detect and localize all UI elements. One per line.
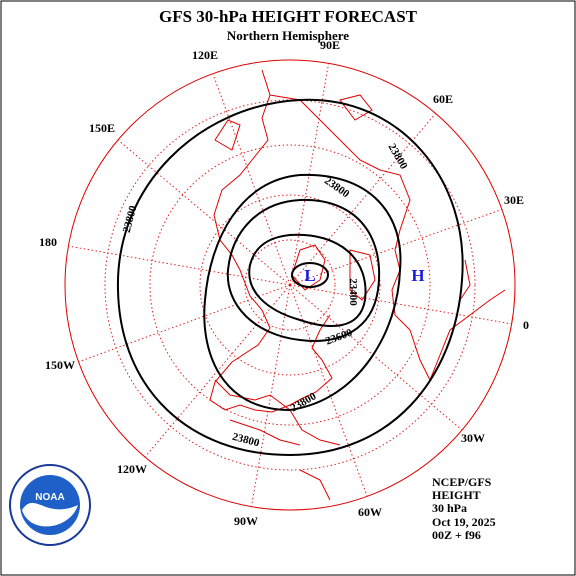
info-line: NCEP/GFS — [432, 475, 492, 489]
lon-label: 60W — [358, 505, 382, 519]
logo-wave — [22, 502, 78, 527]
lon-label: 90W — [234, 514, 258, 528]
info-line: 30 hPa — [432, 501, 467, 515]
lon-label: 30W — [461, 431, 485, 445]
noaa-logo: NOAA — [9, 464, 91, 546]
lon-label: 180 — [39, 235, 57, 249]
info-line: 00Z + f96 — [432, 528, 481, 542]
lon-label: 150W — [45, 358, 75, 372]
map-boundary — [64, 59, 516, 511]
lon-label: 120E — [192, 48, 218, 62]
lon-label: 90E — [320, 38, 340, 52]
low-center: L — [304, 266, 315, 285]
forecast-info: NCEP/GFS HEIGHT 30 hPa Oct 19, 2025 00Z … — [432, 475, 496, 542]
subtitle: Northern Hemisphere — [227, 28, 349, 43]
lon-label: 30E — [504, 193, 524, 207]
logo-text: NOAA — [35, 492, 64, 503]
lon-label: 120W — [117, 462, 147, 476]
height-contours — [116, 98, 464, 457]
high-center: H — [411, 266, 424, 285]
map — [64, 59, 516, 511]
lon-label: 60E — [433, 92, 453, 106]
info-line: HEIGHT — [432, 488, 481, 502]
longitude-labels: 90E 60E 30E 0 30W 60W 90W 120W 150W 180 … — [39, 38, 529, 528]
lon-label: 150E — [89, 121, 115, 135]
contour-label: 23400 — [347, 278, 359, 306]
lon-label: 0 — [523, 318, 529, 332]
info-line: Oct 19, 2025 — [432, 515, 496, 529]
title: GFS 30-hPa HEIGHT FORECAST — [159, 7, 418, 26]
